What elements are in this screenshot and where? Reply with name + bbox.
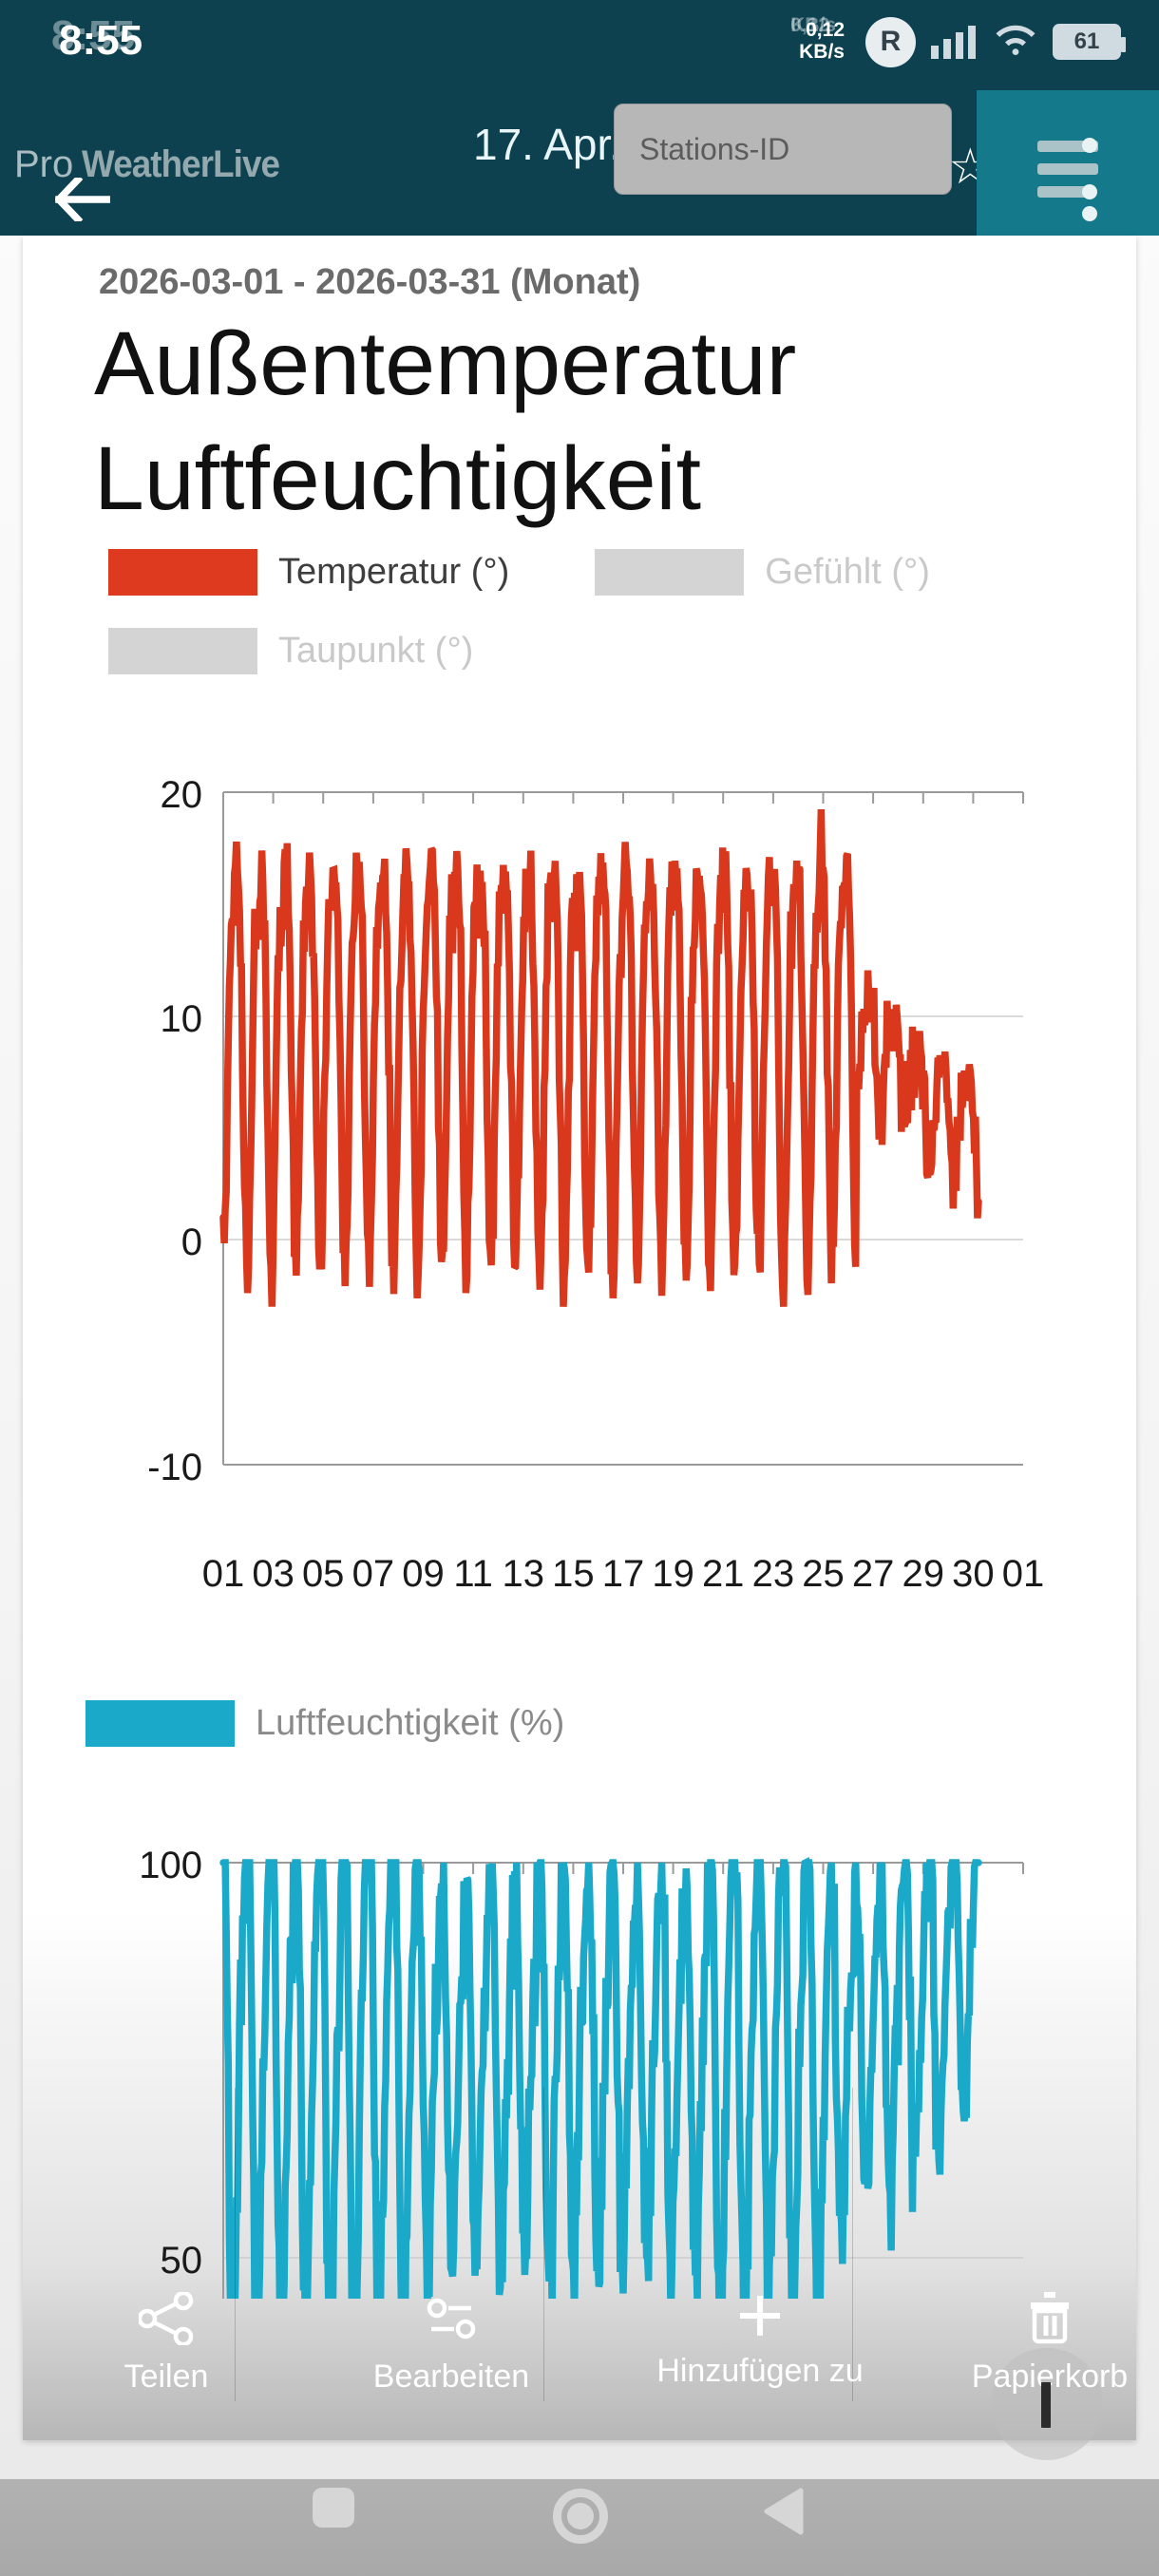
svg-text:100: 100 [139,1845,202,1886]
svg-text:0: 0 [181,1222,202,1263]
svg-text:-10: -10 [147,1447,202,1488]
svg-text:50: 50 [161,2240,203,2282]
svg-text:20: 20 [161,774,203,816]
svg-text:10: 10 [161,998,203,1040]
